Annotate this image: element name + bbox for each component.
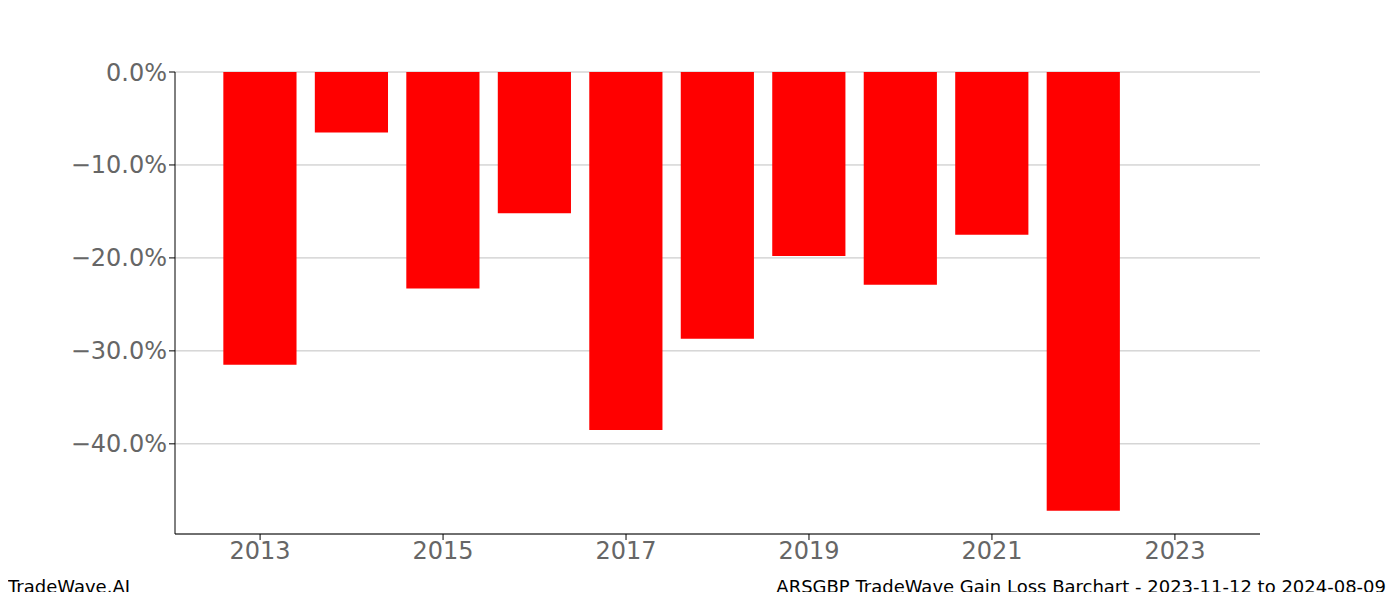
html-text:ARSGBP TradeWave Gain Loss Bar: ARSGBP TradeWave Gain Loss Barchart - 20… [776,576,1386,597]
html-text:TradeWave.AI: TradeWave.AI [8,576,130,597]
svg-text:0.0%: 0.0% [106,59,167,87]
svg-text:−10.0%: −10.0% [71,151,167,179]
svg-text:−30.0%: −30.0% [71,337,167,365]
svg-text:2017: 2017 [595,537,656,565]
svg-text:−20.0%: −20.0% [71,244,167,272]
svg-text:2019: 2019 [778,537,839,565]
svg-text:2013: 2013 [230,537,291,565]
svg-text:2023: 2023 [1144,537,1205,565]
svg-text:−40.0%: −40.0% [71,430,167,458]
svg-text:2021: 2021 [961,537,1022,565]
svg-text:2015: 2015 [413,537,474,565]
